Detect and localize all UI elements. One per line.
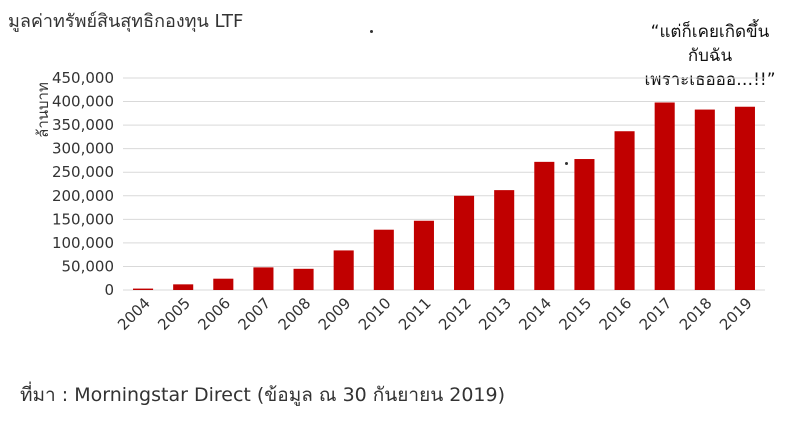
bar-2011 (413, 220, 434, 290)
source-note: ที่มา : Morningstar Direct (ข้อมูล ณ 30 … (20, 384, 506, 406)
y-tick-label: 450,000 (52, 69, 114, 87)
x-tick-label: 2009 (315, 294, 355, 334)
x-tick-label: 2012 (435, 294, 475, 334)
bar-2019 (734, 106, 755, 290)
x-tick-label: 2004 (114, 294, 154, 334)
y-tick-label: 250,000 (52, 163, 114, 181)
x-tick-label: 2013 (475, 294, 515, 334)
x-tick-label: 2008 (275, 294, 315, 334)
annotation-quote: “แต่ก็เคยเกิดขึ้น กับฉัน เพราะเธอออ…!!” (630, 20, 790, 92)
annotation-line: เพราะเธอออ…!!” (644, 70, 776, 90)
stray-dot (370, 30, 373, 33)
bar-2012 (454, 195, 475, 290)
x-tick-label: 2010 (355, 294, 395, 334)
y-tick-label: 300,000 (52, 140, 114, 158)
bar-2018 (694, 109, 715, 290)
y-tick-label: 50,000 (62, 257, 115, 275)
x-tick-label: 2006 (194, 294, 234, 334)
bar-2004 (133, 288, 154, 290)
y-tick-label: 200,000 (52, 187, 114, 205)
bar-2005 (173, 284, 194, 290)
y-tick-label: 0 (104, 281, 114, 299)
x-tick-label: 2015 (556, 294, 596, 334)
x-tick-label: 2019 (716, 294, 756, 334)
x-tick-label: 2007 (235, 294, 275, 334)
annotation-line: กับฉัน (687, 46, 733, 66)
x-tick-label: 2005 (154, 294, 194, 334)
bar-2017 (654, 102, 675, 291)
annotation-line: “แต่ก็เคยเกิดขึ้น (650, 22, 770, 42)
y-tick-labels: 0 50,000 100,000 150,000 200,000 250,000 300,0… (52, 69, 114, 299)
x-tick-labels: 2004 2005 2006 2007 2008 2009 2010 2011 2012 2013… (114, 294, 756, 334)
x-tick-label: 2017 (636, 294, 676, 334)
bar-2015 (574, 159, 595, 290)
chart-title: มูลค่าทรัพย์สินสุทธิกองทุน LTF (8, 11, 244, 32)
x-tick-label: 2011 (395, 294, 435, 334)
bar-2016 (614, 131, 635, 290)
bar-2007 (253, 267, 274, 290)
bar-2008 (293, 268, 314, 290)
x-tick-label: 2014 (515, 294, 555, 334)
bar-chart: 0 50,000 100,000 150,000 200,000 250,000 300,0… (34, 69, 765, 334)
y-tick-label: 100,000 (52, 234, 114, 252)
y-tick-label: 400,000 (52, 93, 114, 111)
bar-2009 (333, 250, 354, 290)
bars (133, 102, 755, 291)
y-tick-label: 150,000 (52, 210, 114, 228)
bar-2013 (494, 190, 515, 290)
bar-2014 (534, 161, 555, 290)
x-tick-label: 2016 (596, 294, 636, 334)
bar-2006 (213, 278, 234, 290)
bar-2010 (373, 229, 394, 290)
stray-dot (565, 162, 568, 165)
x-tick-label: 2018 (676, 294, 716, 334)
y-tick-label: 350,000 (52, 116, 114, 134)
y-axis-label: ล้านบาท (34, 82, 52, 138)
